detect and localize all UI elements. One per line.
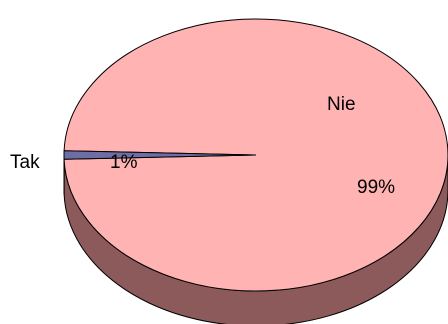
slice-name-label-nie: Nie — [327, 94, 356, 115]
slice-name-label-tak: Tak — [10, 152, 40, 173]
pie-slice-tak — [63, 150, 257, 160]
slice-value-label-tak: 1% — [110, 152, 138, 173]
pie-label-layer: Nie 99% Tak 1% — [10, 94, 395, 198]
slice-value-label-nie: 99% — [357, 177, 395, 198]
